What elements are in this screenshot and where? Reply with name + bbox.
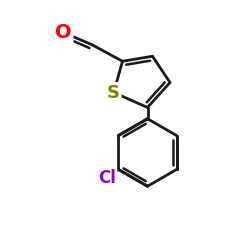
Text: O: O [56, 23, 72, 42]
Text: Cl: Cl [98, 169, 116, 187]
Text: S: S [107, 84, 120, 102]
